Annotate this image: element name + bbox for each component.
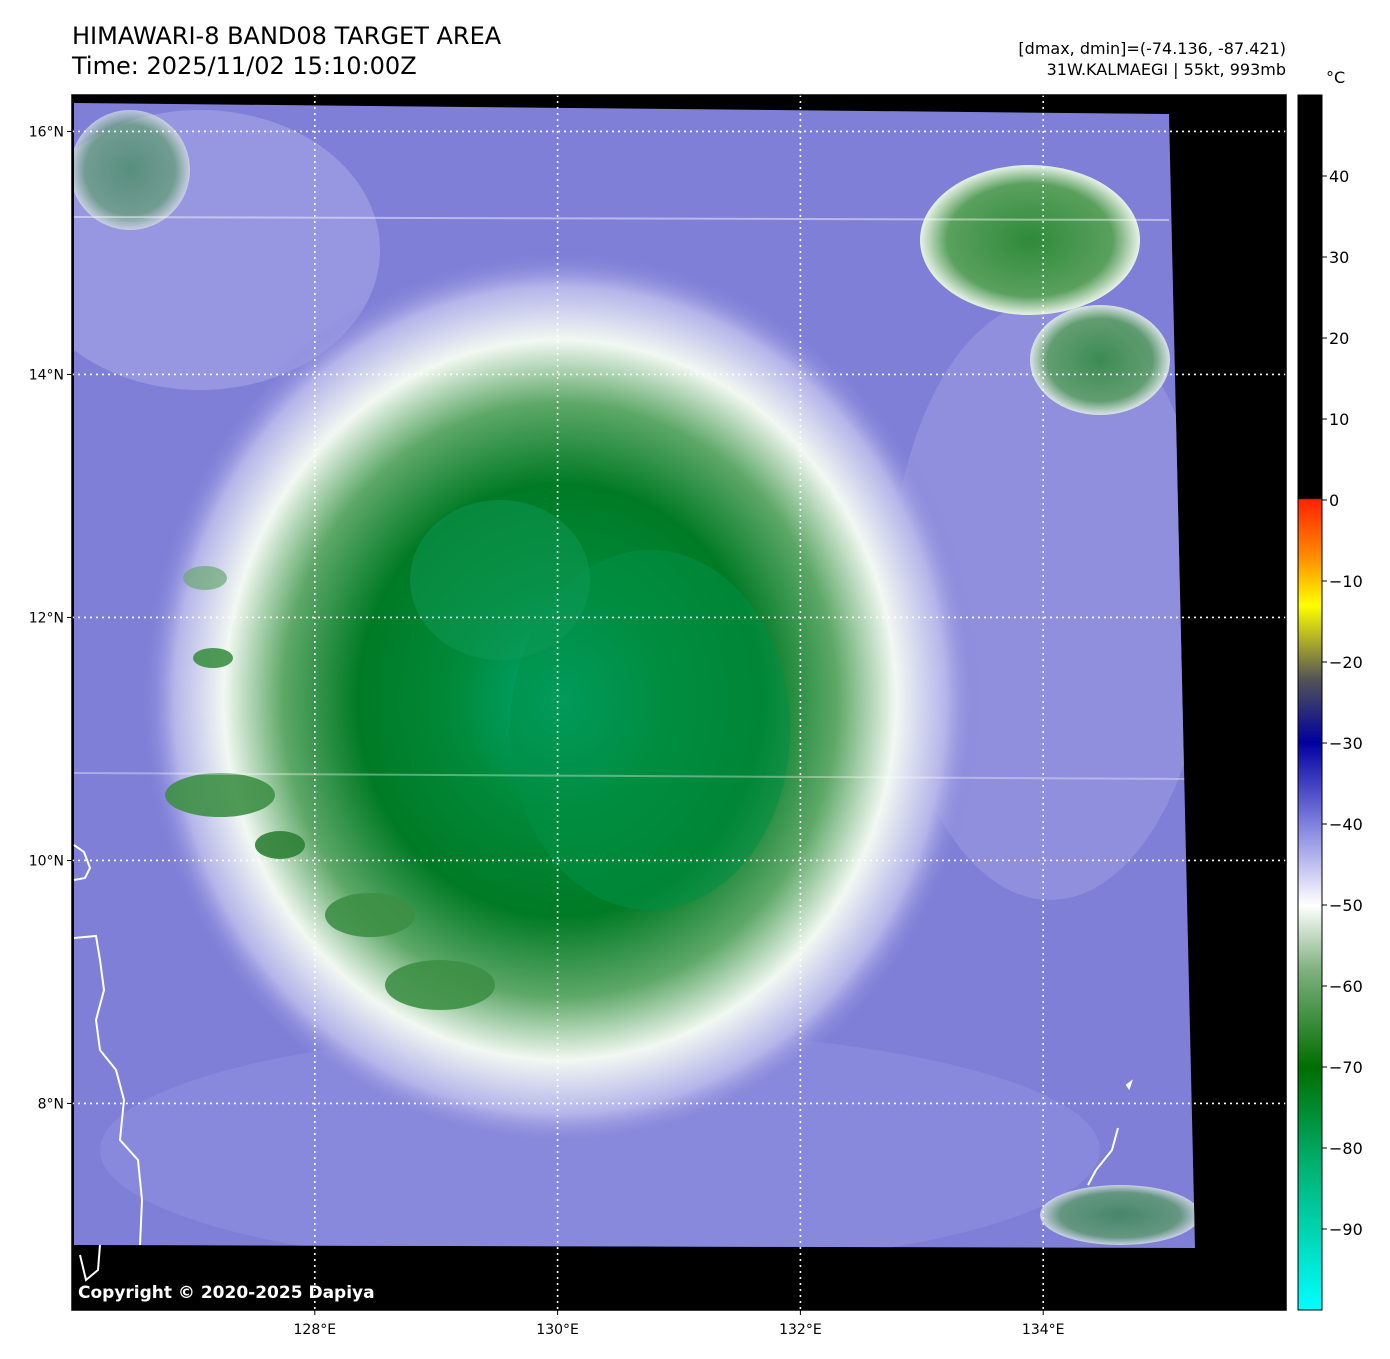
lat-tick-label: 14°N <box>29 367 64 383</box>
colorbar-tick-label: −60 <box>1329 977 1363 996</box>
colorbar-tick-label: 0 <box>1329 491 1339 510</box>
cloud-cell-ne <box>920 165 1140 315</box>
colorbar-ticks: 40 30 20 10 0 −10 −20 −30 −40 −50 −60 −70 −80 −90 <box>1322 167 1363 1239</box>
colorbar-tick-label: 30 <box>1329 248 1349 267</box>
lat-tick-label: 8°N <box>38 1096 64 1112</box>
lon-tick-label: 128°E <box>294 1322 337 1338</box>
copyright-label: Copyright © 2020-2025 Dapiya <box>78 1283 375 1303</box>
colorbar-tick-label: −50 <box>1329 896 1363 915</box>
colorbar <box>1297 94 1323 1311</box>
lat-tick-label: 12°N <box>29 610 64 626</box>
dmax-dmin-label: [dmax, dmin]=(-74.136, -87.421) <box>1018 39 1286 58</box>
lat-axis: 16°N 14°N 12°N 10°N 8°N <box>29 124 72 1112</box>
coastlines <box>73 844 1133 1282</box>
storm-info-label: 31W.KALMAEGI | 55kt, 993mb <box>1046 60 1286 79</box>
colorbar-tick-label: −20 <box>1329 653 1363 672</box>
lat-tick-label: 10°N <box>29 853 64 869</box>
colorbar-tick-label: 20 <box>1329 329 1349 348</box>
colorbar-tick-label: 40 <box>1329 167 1349 186</box>
lon-tick-label: 130°E <box>536 1322 579 1338</box>
colorbar-tick-label: −90 <box>1329 1220 1363 1239</box>
colorbar-tick-label: −30 <box>1329 734 1363 753</box>
lon-tick-label: 132°E <box>779 1322 822 1338</box>
lon-axis: 128°E 130°E 132°E 134°E <box>294 1310 1065 1338</box>
colorbar-tick-label: −10 <box>1329 572 1363 591</box>
plot-frame <box>71 94 1287 1311</box>
colorbar-tick-label: −70 <box>1329 1058 1363 1077</box>
satellite-swath <box>74 103 1195 1248</box>
time-label: Time: 2025/11/02 15:10:00Z <box>72 52 417 80</box>
gridlines <box>72 95 1286 1310</box>
colorbar-tick-label: 10 <box>1329 410 1349 429</box>
colorbar-tick-label: −80 <box>1329 1139 1363 1158</box>
lon-tick-label: 134°E <box>1022 1322 1065 1338</box>
colorbar-tick-label: −40 <box>1329 815 1363 834</box>
chart-title: HIMAWARI-8 BAND08 TARGET AREA <box>72 22 502 50</box>
lat-tick-label: 16°N <box>29 124 64 140</box>
colorbar-unit: °C <box>1326 68 1346 87</box>
